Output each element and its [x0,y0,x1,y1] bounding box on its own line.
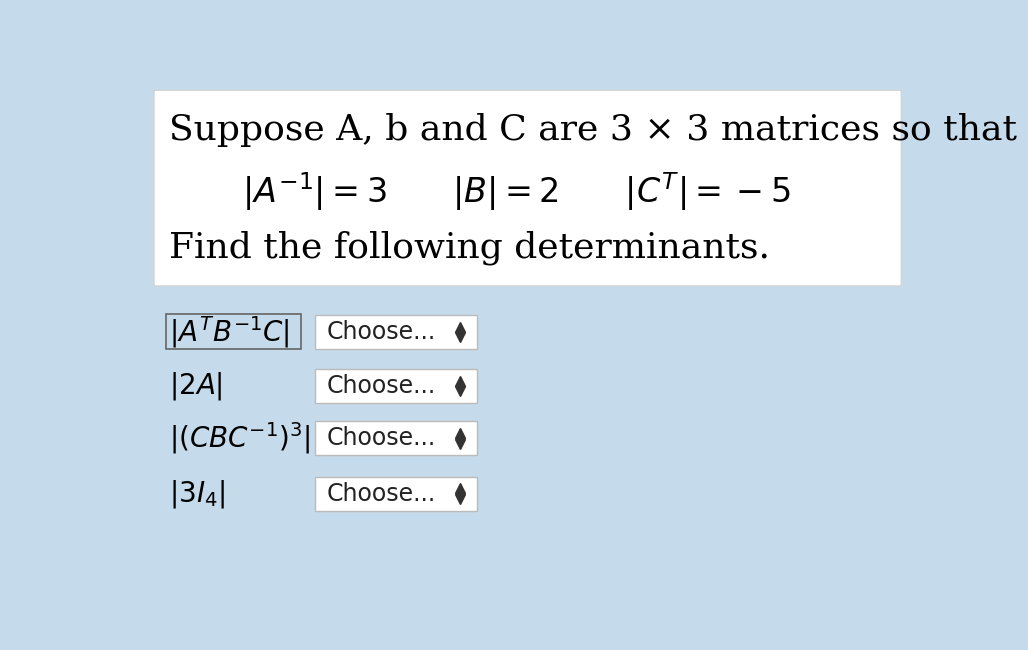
Text: Find the following determinants.: Find the following determinants. [169,230,770,265]
Text: Choose...: Choose... [327,426,436,450]
Text: $|A^T B^{-1} C|$: $|A^T B^{-1} C|$ [169,314,290,350]
Text: $|2A|$: $|2A|$ [169,370,222,402]
Text: Choose...: Choose... [327,374,436,398]
Text: Choose...: Choose... [327,482,436,506]
FancyBboxPatch shape [315,421,477,455]
Text: $|3I_4|$: $|3I_4|$ [169,478,225,510]
Text: Suppose A, b and C are 3 × 3 matrices so that: Suppose A, b and C are 3 × 3 matrices so… [169,113,1017,148]
Text: $|A^{-1}| = 3 \qquad |B| = 2 \qquad |C^T| = -5$: $|A^{-1}| = 3 \qquad |B| = 2 \qquad |C^T… [242,170,791,213]
FancyBboxPatch shape [154,90,902,286]
Text: $|(CBC^{-1})^3|$: $|(CBC^{-1})^3|$ [169,421,310,456]
Text: Choose...: Choose... [327,320,436,344]
FancyBboxPatch shape [315,369,477,403]
FancyBboxPatch shape [315,315,477,349]
FancyBboxPatch shape [315,477,477,511]
